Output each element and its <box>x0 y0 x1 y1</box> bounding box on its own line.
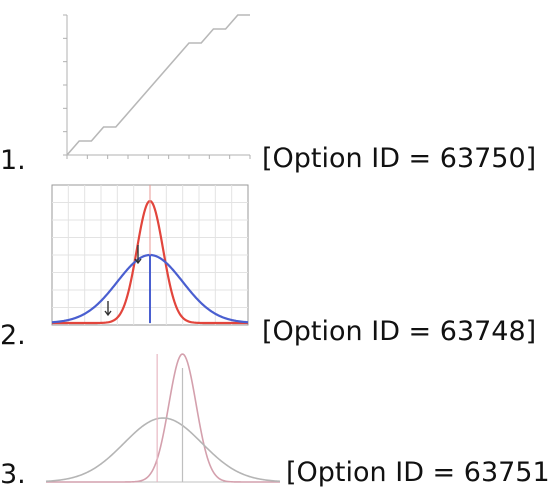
option-2-chart <box>51 184 249 326</box>
cdf-line <box>66 14 250 156</box>
option-1-number: 1. <box>0 145 26 176</box>
narrow-curve <box>46 353 280 483</box>
arrow-marker <box>134 245 142 265</box>
option-3-chart <box>45 353 281 483</box>
option-2-id-label: [Option ID = 63748] <box>262 316 537 347</box>
option-1-id-label: [Option ID = 63750] <box>262 143 537 174</box>
option-3[interactable]: 3. [Option ID = 63751] <box>0 348 548 496</box>
option-2-number: 2. <box>0 320 26 351</box>
option-3-number: 3. <box>0 459 26 490</box>
arrow-marker <box>104 301 112 317</box>
option-2[interactable]: 2. [Option ID = 63748] <box>0 180 548 350</box>
option-1-chart <box>63 14 251 159</box>
wide-curve <box>45 417 281 483</box>
option-1[interactable]: 1. [Option ID = 63750] <box>0 0 548 180</box>
option-3-id-label: [Option ID = 63751] <box>286 457 548 488</box>
